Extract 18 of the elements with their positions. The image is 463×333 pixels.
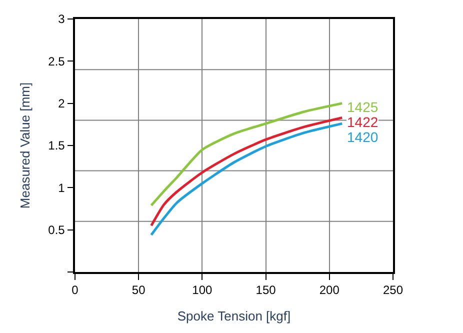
x-axis-title: Spoke Tension [kgf] xyxy=(177,308,291,324)
series-label: 1420 xyxy=(347,129,378,145)
y-tick-label: 2.5 xyxy=(48,54,66,68)
y-tick-label: 2 xyxy=(58,96,66,111)
series-label: 1425 xyxy=(347,99,378,115)
y-axis-title: Measured Value [mm] xyxy=(18,82,33,209)
y-tick-label: 3 xyxy=(58,12,66,26)
x-tick-label: 150 xyxy=(256,283,276,298)
x-tick-label: 100 xyxy=(192,283,213,298)
y-tick-label: 0.5 xyxy=(48,223,66,238)
x-tick-label: 200 xyxy=(319,283,340,298)
y-tick-label: 1 xyxy=(58,180,66,195)
x-tick-label: 0 xyxy=(72,283,79,298)
series-label: 1422 xyxy=(347,114,378,130)
line-series xyxy=(150,102,344,207)
x-tick-label: 250 xyxy=(382,283,404,298)
x-tick-label: 50 xyxy=(132,283,146,298)
y-tick-label: 1.5 xyxy=(48,138,66,153)
